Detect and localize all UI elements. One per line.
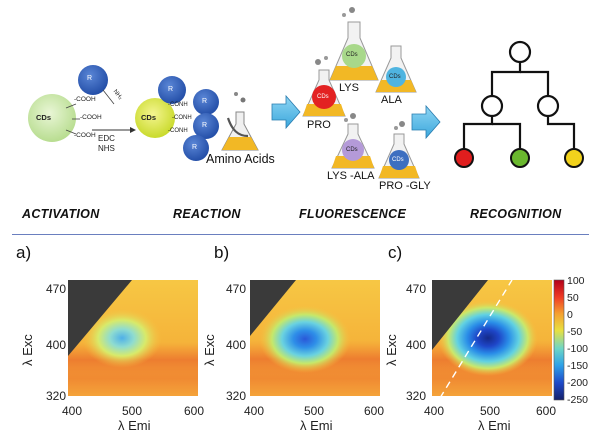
flask-lys-ala [331,113,375,169]
tree-leaf-red [454,148,474,168]
cooh-group-1: -COOH [74,96,96,103]
b-xlabel: λ Emi [300,418,333,433]
flask-ala [375,45,417,93]
a-ytick-320: 320 [46,389,67,403]
heatmap-c [432,280,552,396]
flask-pro-gly-cd: CDs [392,157,404,163]
cbar-tick-minus250: -250 [567,394,589,406]
heatmap-b [250,280,380,396]
flow-arrow-1 [271,94,301,130]
b-xtick-400: 400 [244,404,265,418]
c-ytick-320: 320 [406,389,427,403]
cbar-tick-100: 100 [567,275,585,287]
conh-group-2: -CONH [172,115,192,121]
reagent-nhs: NHS [98,144,115,153]
r-label-reagent: R [87,75,93,82]
panel-c-letter: c) [388,243,403,262]
heatmap-a [68,280,198,396]
r-label-3: R [202,122,208,129]
panel-b-letter: b) [214,243,230,262]
c-ytick-400: 400 [406,338,427,352]
reagent-edc: EDC [98,134,115,143]
flask-pro-label: PRO [307,119,331,131]
c-xtick-600: 600 [536,404,557,418]
cbar-tick-minus200: -200 [567,377,589,389]
activated-cd-particle [28,94,80,142]
b-xtick-500: 500 [304,404,325,418]
cooh-group-2: -COOH [80,114,102,121]
b-ytick-400: 400 [226,338,247,352]
cbar-tick-0: 0 [567,309,573,321]
flask-lys-label: LYS [339,82,359,94]
panel-a-letter: a) [16,243,32,262]
tree-leaf-green [510,148,530,168]
cooh-group-3: -COOH [74,132,96,139]
cd-label-reaction: CDs [141,113,157,122]
a-xtick-500: 500 [122,404,143,418]
r-label-1: R [168,86,174,93]
amino-acids-label: Amino Acids [206,152,275,166]
b-ytick-470: 470 [226,282,247,296]
flask-pro-gly [378,121,420,179]
stage-fluorescence: FLUORESCENCE [299,207,407,221]
cbar-tick-minus100: -100 [567,343,589,355]
b-xtick-600: 600 [364,404,385,418]
flask-ala-label: ALA [381,94,402,106]
a-xtick-400: 400 [62,404,83,418]
flask-lys-ala-cd: CDs [346,147,358,153]
flask-lys [329,7,379,81]
conh-group-1: -CONH [168,102,188,108]
a-ylabel: λ Exc [20,334,35,366]
stage-activation: ACTIVATION [22,207,100,221]
c-xtick-500: 500 [480,404,501,418]
cbar-tick-minus50: -50 [567,326,583,338]
cbar-tick-50: 50 [567,292,579,304]
flask-lys-ala-label: LYS -ALA [327,170,375,182]
recognition-tree [462,40,576,148]
flask-ala-cd: CDs [389,74,401,80]
reaction-scheme [28,7,584,179]
a-ytick-400: 400 [46,338,67,352]
stage-reaction: REACTION [173,207,241,221]
colorbar [553,279,565,401]
r-label-4: R [192,144,198,151]
cd-label-activation: CDs [36,113,52,122]
flask-pro [302,56,346,117]
conjugated-cd-particle [135,76,219,161]
b-ytick-320: 320 [226,389,247,403]
heatmap-panels [68,279,565,401]
a-xlabel: λ Emi [118,418,151,433]
r-label-2: R [202,98,208,105]
cbar-tick-minus150: -150 [567,360,589,372]
b-ylabel: λ Exc [202,334,217,366]
amino-acids-flask [221,92,259,151]
flask-pro-cd: CDs [317,94,329,100]
section-divider [12,234,589,235]
amine-reagent [78,65,115,105]
c-ytick-470: 470 [406,282,427,296]
tree-leaf-yellow [564,148,584,168]
conh-group-3: -CONH [168,128,188,134]
stage-recognition: RECOGNITION [470,207,562,221]
a-xtick-600: 600 [184,404,205,418]
c-ylabel: λ Exc [384,334,399,366]
flask-pro-gly-label: PRO -GLY [379,180,431,192]
c-xtick-400: 400 [424,404,445,418]
c-xlabel: λ Emi [478,418,511,433]
a-ytick-470: 470 [46,282,67,296]
flask-lys-cd: CDs [346,52,358,58]
flow-arrow-2 [411,104,441,140]
